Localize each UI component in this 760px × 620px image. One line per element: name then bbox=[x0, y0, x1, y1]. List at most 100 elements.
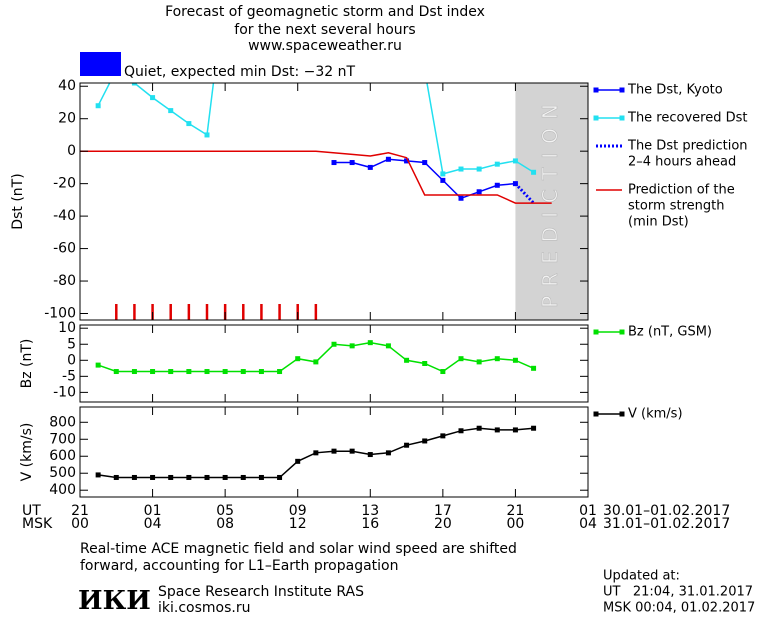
legend-marker bbox=[593, 87, 599, 93]
note: Real-time ACE magnetic field and solar w… bbox=[80, 541, 517, 557]
y-axis-label: Dst (nT) bbox=[10, 173, 26, 229]
data-point bbox=[349, 343, 355, 349]
updated: MSK 00:04, 01.02.2017 bbox=[603, 601, 755, 616]
series-line bbox=[80, 150, 552, 204]
data-point bbox=[512, 427, 518, 433]
legend-label: (min Dst) bbox=[628, 215, 689, 230]
data-point bbox=[476, 189, 482, 195]
y-tick-label: -5 bbox=[62, 368, 76, 384]
x-tick-label: 05 bbox=[216, 503, 234, 519]
data-point bbox=[476, 425, 482, 431]
y-tick-label: 600 bbox=[49, 448, 76, 464]
data-point bbox=[404, 357, 410, 363]
data-point bbox=[331, 448, 337, 454]
data-point bbox=[385, 156, 391, 162]
x-tick-label-msk: 16 bbox=[361, 516, 379, 532]
series-line bbox=[97, 341, 534, 373]
x-tick-label: 01 bbox=[579, 503, 597, 519]
data-point bbox=[367, 340, 373, 346]
data-point bbox=[131, 83, 137, 86]
legend-marker bbox=[619, 329, 625, 335]
panel-frame bbox=[79, 324, 589, 403]
data-point bbox=[95, 472, 101, 478]
data-point bbox=[168, 108, 174, 114]
status-swatch bbox=[80, 52, 121, 76]
data-point bbox=[404, 158, 410, 164]
legend-label: Prediction of the bbox=[628, 183, 735, 198]
series-line bbox=[514, 182, 535, 205]
x-tick-label-msk: 04 bbox=[579, 516, 597, 532]
data-point bbox=[131, 369, 137, 375]
data-point bbox=[349, 448, 355, 454]
prediction-zone bbox=[515, 83, 588, 320]
data-point bbox=[422, 361, 428, 366]
data-point bbox=[277, 474, 283, 480]
data-point bbox=[240, 369, 246, 375]
x-tick-label-msk: 00 bbox=[71, 516, 89, 532]
series-line bbox=[334, 158, 516, 200]
y-tick-label: -100 bbox=[44, 306, 76, 322]
data-point bbox=[476, 166, 482, 172]
panel-frame bbox=[79, 82, 589, 321]
data-point bbox=[131, 474, 137, 480]
x-tick-label: 01 bbox=[144, 503, 162, 519]
data-point bbox=[186, 121, 192, 127]
legend-label: V (km/s) bbox=[628, 407, 683, 422]
updated: UT 21:04, 31.01.2017 bbox=[603, 585, 753, 600]
data-point bbox=[168, 369, 174, 375]
data-point bbox=[512, 158, 518, 164]
y-axis-label: V (km/s) bbox=[19, 423, 35, 482]
institute: Space Research Institute RAS bbox=[158, 584, 364, 600]
data-point bbox=[531, 169, 537, 175]
legend-marker bbox=[619, 87, 625, 93]
y-tick-label: 400 bbox=[49, 482, 76, 498]
data-point bbox=[385, 450, 391, 456]
x-tick-label: 21 bbox=[71, 503, 89, 519]
legend-label: The Dst, Kyoto bbox=[627, 83, 723, 98]
legend-marker bbox=[619, 115, 625, 121]
plot-area bbox=[95, 340, 537, 375]
data-point bbox=[404, 442, 410, 448]
data-point bbox=[258, 474, 264, 480]
note: forward, accounting for L1–Earth propaga… bbox=[80, 558, 399, 574]
data-point bbox=[186, 474, 192, 480]
y-tick-label: 20 bbox=[58, 111, 76, 127]
x-tick-label-msk: 12 bbox=[289, 516, 307, 532]
data-point bbox=[113, 369, 119, 375]
y-tick-label: 700 bbox=[49, 431, 76, 447]
prediction-label: PREDICTION bbox=[538, 95, 562, 308]
x-tick-label: 13 bbox=[361, 503, 379, 519]
legend-marker bbox=[593, 115, 599, 121]
legend-label: storm strength bbox=[628, 199, 725, 214]
data-point bbox=[204, 369, 210, 375]
data-point bbox=[440, 171, 446, 177]
data-point bbox=[204, 132, 210, 138]
x-tick-label: 21 bbox=[507, 503, 525, 519]
panel-frame bbox=[79, 406, 589, 498]
data-point bbox=[295, 356, 301, 362]
logo: ИКИ bbox=[78, 586, 151, 616]
data-point bbox=[531, 425, 537, 431]
y-tick-label: -10 bbox=[53, 384, 76, 400]
x-tick-label: 17 bbox=[434, 503, 452, 519]
data-point bbox=[95, 362, 101, 368]
x-tick-label-msk: 08 bbox=[216, 516, 234, 532]
data-point bbox=[331, 160, 337, 166]
data-point bbox=[385, 343, 391, 349]
data-point bbox=[240, 474, 246, 480]
data-point bbox=[440, 433, 446, 439]
y-tick-label: 5 bbox=[67, 336, 76, 352]
data-point bbox=[422, 160, 428, 166]
date-range: 31.01–01.02.2017 bbox=[603, 516, 730, 532]
data-point bbox=[458, 195, 464, 201]
legend-label: The recovered Dst bbox=[627, 111, 747, 126]
data-point bbox=[494, 356, 500, 362]
y-axis-label: Bz (nT) bbox=[19, 339, 35, 389]
legend-label: Bz (nT, GSM) bbox=[628, 325, 712, 340]
data-point bbox=[222, 369, 228, 375]
status-text: Quiet, expected min Dst: −32 nT bbox=[124, 64, 356, 80]
data-point bbox=[150, 95, 156, 101]
data-point bbox=[531, 365, 537, 371]
x-tick-label-msk: 00 bbox=[507, 516, 525, 532]
